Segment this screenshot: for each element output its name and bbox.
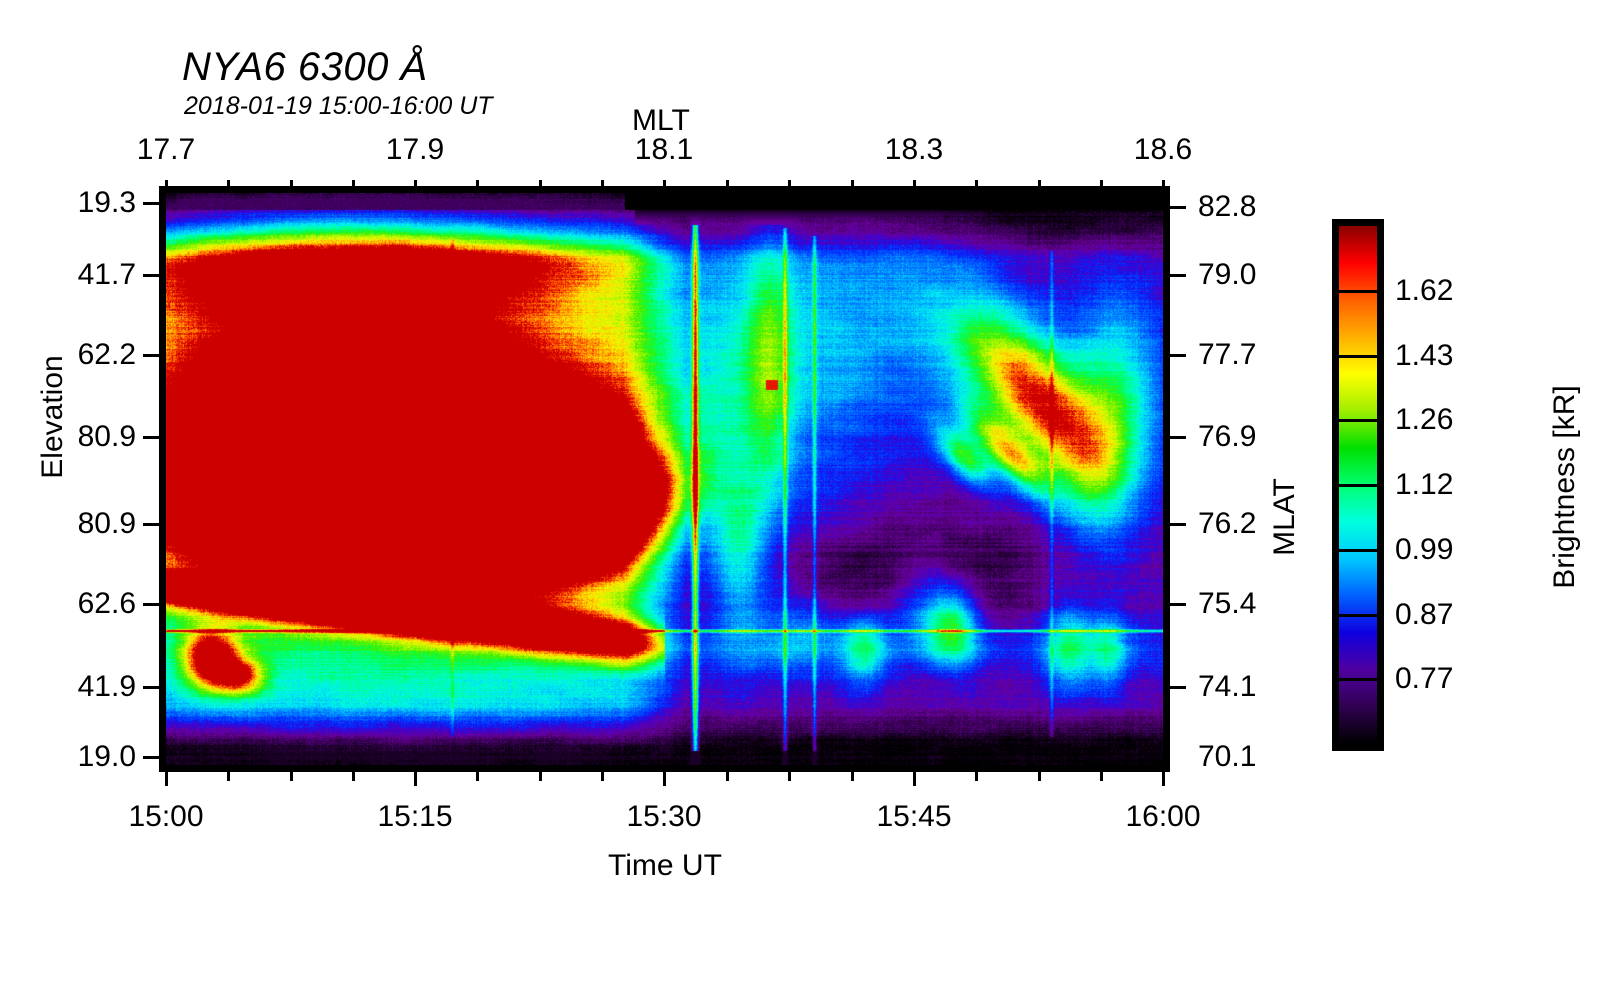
mlat-tickmark-5 [1170, 603, 1186, 606]
colorbar-separator-5 [1339, 613, 1377, 617]
elevation-tick-label-3: 80.9 [77, 420, 136, 453]
elevation-tick-label-4: 80.9 [77, 507, 136, 540]
elevation-tick-label-0: 19.3 [77, 186, 136, 219]
plot-border-right [1163, 186, 1170, 772]
time-major-tick-4 [1162, 772, 1165, 786]
time-axis-title: Time UT [608, 849, 722, 882]
top-minor-tick [351, 180, 355, 189]
elevation-tick-label-1: 41.7 [77, 258, 136, 291]
elevation-tickmark-2 [143, 354, 159, 357]
time-major-tick-2 [663, 772, 666, 786]
top-minor-tick [1037, 180, 1041, 189]
colorbar-tick-label-2: 1.26 [1395, 403, 1454, 437]
time-minor-tick [850, 772, 854, 781]
mlat-tick-label-7: 70.1 [1198, 740, 1257, 773]
time-minor-tick [289, 772, 293, 781]
mlat-tick-label-6: 74.1 [1198, 670, 1257, 703]
time-minor-tick [725, 772, 729, 781]
mlat-tick-label-4: 76.2 [1198, 507, 1257, 540]
elevation-tickmark-1 [143, 274, 159, 277]
figure-subtitle: 2018-01-19 15:00-16:00 UT [184, 92, 493, 120]
time-minor-tick [538, 772, 542, 781]
plot-border-bottom [159, 765, 1170, 772]
time-minor-tick [227, 772, 231, 781]
mlat-tickmark-6 [1170, 686, 1186, 689]
colorbar-separator-2 [1339, 419, 1377, 423]
time-tick-label-4: 16:00 [1125, 800, 1201, 833]
elevation-tickmark-0 [143, 202, 159, 205]
top-minor-tick [725, 180, 729, 189]
colorbar-tick-label-4: 0.99 [1395, 532, 1454, 566]
top-minor-tick [476, 180, 480, 189]
time-minor-tick [600, 772, 604, 781]
time-minor-tick [975, 772, 979, 781]
mlat-tickmark-4 [1170, 523, 1186, 526]
mlt-tick-label-3: 18.3 [884, 133, 944, 166]
mlat-tickmark-0 [1170, 206, 1186, 209]
time-minor-tick [476, 772, 480, 781]
plot-border-top [159, 186, 1170, 193]
mlt-tick-label-1: 17.9 [385, 133, 445, 166]
keogram-image [166, 193, 1163, 765]
time-minor-tick [788, 772, 791, 781]
elevation-tick-label-7: 19.0 [77, 740, 136, 773]
time-major-tick-0 [165, 772, 168, 786]
keogram-plot-area [166, 193, 1163, 765]
top-minor-tick [850, 180, 854, 189]
top-minor-tick [227, 180, 231, 189]
mlt-tick-label-4: 18.6 [1133, 133, 1193, 166]
mlat-tick-label-2: 77.7 [1198, 338, 1257, 371]
mlt-tick-label-2: 18.1 [634, 133, 694, 166]
top-minor-tick [1099, 180, 1103, 189]
time-tick-label-0: 15:00 [128, 800, 204, 833]
colorbar-separator-6 [1339, 678, 1377, 682]
colorbar-axis-title: Brightness [kR] [1548, 385, 1581, 589]
elevation-tickmark-3 [143, 436, 159, 439]
time-minor-tick [1037, 772, 1041, 781]
plot-border-left [159, 186, 166, 772]
figure-title: NYA6 6300 Å [182, 45, 428, 89]
elevation-axis-title: Elevation [36, 355, 69, 479]
time-major-tick-3 [913, 772, 916, 786]
elevation-tick-label-5: 62.6 [77, 587, 136, 620]
colorbar-separator-0 [1339, 289, 1377, 293]
elevation-tickmark-6 [143, 686, 159, 689]
colorbar-tick-label-6: 0.77 [1395, 662, 1454, 696]
top-minor-tick [975, 180, 979, 189]
mlat-axis-title: MLAT [1268, 478, 1301, 556]
colorbar-tick-label-5: 0.87 [1395, 597, 1454, 631]
time-major-tick-1 [414, 772, 417, 786]
colorbar-separator-1 [1339, 354, 1377, 358]
mlt-tick-label-0: 17.7 [136, 133, 196, 166]
top-minor-tick [600, 180, 604, 189]
colorbar-tick-label-3: 1.12 [1395, 468, 1454, 501]
elevation-tickmark-4 [143, 523, 159, 526]
time-tick-label-3: 15:45 [876, 800, 952, 833]
time-minor-tick [351, 772, 355, 781]
colorbar [1332, 219, 1384, 751]
time-tick-label-2: 15:30 [626, 800, 702, 833]
top-minor-tick [289, 180, 293, 189]
mlat-tickmark-1 [1170, 274, 1186, 277]
mlat-tick-label-0: 82.8 [1198, 190, 1257, 223]
colorbar-tick-label-1: 1.43 [1395, 338, 1454, 372]
colorbar-separator-3 [1339, 484, 1377, 487]
mlat-tick-label-1: 79.0 [1198, 258, 1257, 291]
elevation-tick-label-2: 62.2 [77, 338, 136, 371]
mlt-axis-title: MLT [632, 104, 690, 137]
colorbar-tick-label-0: 1.62 [1395, 273, 1454, 307]
mlat-tickmark-2 [1170, 354, 1186, 357]
colorbar-separator-4 [1339, 548, 1377, 552]
top-minor-tick [788, 180, 791, 189]
mlat-tick-label-3: 76.9 [1198, 420, 1257, 453]
elevation-tickmark-5 [143, 603, 159, 606]
mlat-tick-label-5: 75.4 [1198, 587, 1257, 620]
elevation-tick-label-6: 41.9 [77, 670, 136, 703]
mlat-tickmark-3 [1170, 436, 1186, 439]
top-minor-tick [538, 180, 542, 189]
time-minor-tick [1099, 772, 1103, 781]
elevation-tickmark-7 [143, 756, 159, 759]
time-tick-label-1: 15:15 [377, 800, 453, 833]
